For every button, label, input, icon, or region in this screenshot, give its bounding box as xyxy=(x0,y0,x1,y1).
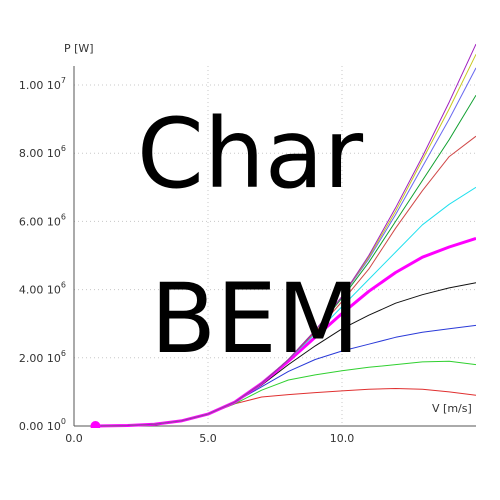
y-tick-label: 6.00 106 xyxy=(19,212,66,228)
y-tick-label: 4.00 106 xyxy=(19,281,66,297)
x-tick-label: 5.0 xyxy=(199,432,217,445)
tick-labels: 0.0 5.0 10.0 0.00 100 2.00 106 4.00 106 6.00 1… xyxy=(19,76,354,445)
series-group xyxy=(90,43,476,428)
series-line-11 xyxy=(95,43,476,427)
grid xyxy=(74,66,476,426)
y-tick-label: 2.00 106 xyxy=(19,349,66,365)
overlay-title-line1: Char xyxy=(137,98,364,210)
x-axis-label: V [m/s] xyxy=(432,402,472,415)
overlay-title-line2: BEM xyxy=(150,263,359,375)
x-tick-label: 0.0 xyxy=(65,432,83,445)
start-marker xyxy=(90,421,101,428)
y-tick-label: 0.00 100 xyxy=(19,417,66,433)
y-tick-label: 8.00 106 xyxy=(19,144,66,160)
y-axis-label: P [W] xyxy=(64,42,94,55)
series-line-1 xyxy=(95,388,476,427)
x-tick-label: 10.0 xyxy=(330,432,355,445)
y-tick-label: 1.00 107 xyxy=(19,76,66,92)
